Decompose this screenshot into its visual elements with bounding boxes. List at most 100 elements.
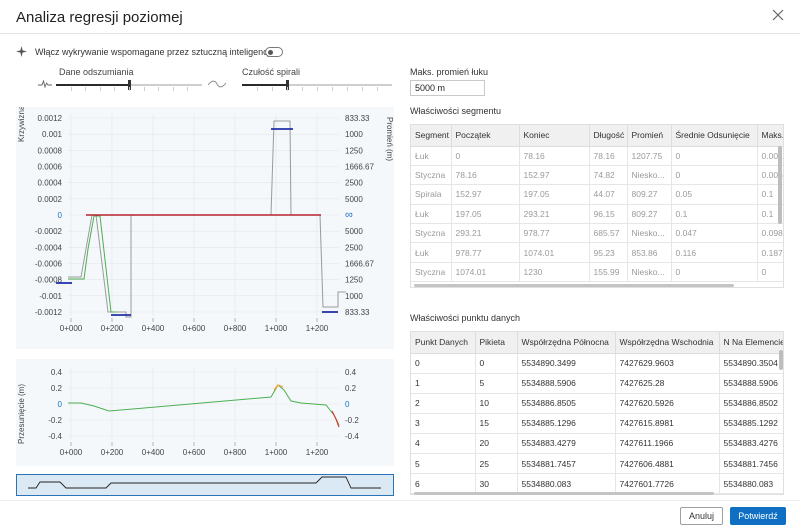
slider-tick: [272, 87, 273, 91]
point-table-row[interactable]: 5 25 5534881.7457 7427606.4881 5534881.7456: [411, 453, 783, 475]
denoise-slider-fill: [56, 84, 129, 86]
segment-column-header[interactable]: Koniec: [519, 125, 590, 147]
segment-column-header[interactable]: Segment: [411, 125, 452, 147]
curv-x-tick-label: 1+200: [306, 324, 329, 333]
point-column-header[interactable]: Punkt Danych: [411, 332, 476, 354]
curvature-axis-label: Krzywizna: [17, 107, 26, 142]
segment-table-cell: 78.16: [589, 146, 628, 166]
slider-tick: [377, 87, 378, 91]
point-table-scrollbar[interactable]: [779, 350, 783, 370]
point-table-cell: 5534888.5906: [517, 373, 616, 394]
curv-left-tick: -0.0008: [35, 276, 63, 285]
confirm-button[interactable]: Potwierdź: [730, 507, 786, 525]
slider-tick: [362, 87, 363, 91]
segment-table-wrapper[interactable]: Segment Początek Koniec Długość Promień Średn…: [410, 124, 784, 288]
segment-table-row[interactable]: Łuk 0 78.16 78.16 1207.75 0 0.001: [411, 146, 783, 166]
point-table-row[interactable]: 6 30 5534880.083 7427601.7726 5534880.083: [411, 473, 783, 494]
point-table-cell: 30: [475, 473, 518, 494]
slider-tick: [317, 87, 318, 91]
point-column-header[interactable]: N Na Elemencie: [719, 332, 783, 354]
spiral-sensitivity-slider[interactable]: [242, 80, 392, 91]
segment-table-cell: Styczna: [411, 223, 452, 244]
point-table-cell: 5534886.8505: [517, 393, 616, 414]
segment-table-cell: 0.001: [757, 146, 783, 166]
segment-table-cell: 0: [671, 146, 758, 166]
spiral-slider-thumb[interactable]: [286, 80, 289, 90]
max-radius-input[interactable]: [410, 80, 485, 96]
segment-table-cell: 197.05: [519, 184, 590, 205]
off-right-tick: 0.4: [345, 368, 357, 377]
point-table-row[interactable]: 1 5 5534888.5906 7427625.28 5534888.5906: [411, 373, 783, 394]
segment-table-cell: Niesko...: [627, 223, 672, 244]
point-table-cell: 5534881.7457: [517, 453, 616, 475]
point-table-wrapper[interactable]: Punkt Danych Pikieta Współrzędna Północna W…: [410, 331, 784, 495]
curvature-chart[interactable]: Krzywizna Promień (m) 0.00120.0010.00080…: [16, 107, 394, 349]
segment-column-header[interactable]: Długość: [589, 125, 628, 147]
off-left-tick: 0: [58, 400, 63, 409]
curv-right-tick: 1666.67: [345, 163, 374, 172]
segment-table-row[interactable]: Styczna 78.16 152.97 74.82 Niesko... 0 0.006: [411, 165, 783, 186]
curv-left-tick: 0.0004: [38, 179, 63, 188]
header-divider: [0, 33, 800, 34]
offset-series-red: [331, 410, 340, 428]
off-x-tick-label: 0+400: [142, 448, 165, 457]
point-table-cell: 20: [475, 433, 518, 454]
ai-detection-toggle[interactable]: [265, 47, 283, 57]
point-table-row[interactable]: 3 15 5534885.1296 7427615.8981 5534885.1292: [411, 413, 783, 434]
curv-right-tick: 5000: [345, 227, 363, 236]
denoise-slider[interactable]: [56, 80, 202, 91]
point-table-cell: 7427625.28: [615, 373, 720, 394]
point-column-header[interactable]: Pikieta: [475, 332, 518, 354]
segment-table-row[interactable]: Styczna 293.21 978.77 685.57 Niesko... 0.047 0…: [411, 223, 783, 244]
segment-column-header[interactable]: Średnie Odsunięcie: [671, 125, 758, 147]
max-radius-label: Maks. promień łuku: [410, 67, 489, 77]
point-table-row[interactable]: 0 0 5534890.3499 7427629.9603 5534890.3504: [411, 353, 783, 374]
point-column-header[interactable]: Współrzędna Wschodnia: [615, 332, 720, 354]
slider-tick: [70, 87, 72, 91]
point-table-row[interactable]: 2 10 5534886.8505 7427620.5926 5534886.8502: [411, 393, 783, 414]
denoise-label: Dane odszumiania: [59, 67, 134, 77]
curv-left-tick: 0.0002: [38, 195, 63, 204]
overview-minimap[interactable]: [16, 474, 394, 496]
offset-chart[interactable]: Przesunięcie (m) 0.40.20-0.2-0.4 0.40.20…: [16, 359, 394, 466]
noisy-line-icon: [38, 79, 52, 89]
slider-tick: [85, 87, 87, 91]
segment-table-row[interactable]: Łuk 197.05 293.21 96.15 809.27 0.1 0.1: [411, 204, 783, 225]
offset-right-ticks: 0.4 0.2 0 -0.2 -0.4: [345, 368, 359, 441]
point-table-cell: 5534886.8502: [719, 393, 783, 414]
slider-tick: [287, 87, 288, 91]
denoise-slider-thumb[interactable]: [128, 80, 131, 90]
curv-left-tick: -0.0012: [35, 308, 63, 317]
curv-x-tick-label: 0+000: [60, 324, 83, 333]
cancel-button[interactable]: Anuluj: [680, 507, 723, 525]
point-table-row[interactable]: 4 20 5534883.4279 7427611.1966 5534883.4276: [411, 433, 783, 454]
segment-table-row[interactable]: Styczna 1074.01 1230 155.99 Niesko... 0 0: [411, 262, 783, 283]
segment-table-row[interactable]: Spirala 152.97 197.05 44.07 809.27 0.05 0.1: [411, 184, 783, 205]
minimap-trace: [28, 476, 381, 489]
segment-table-cell: Łuk: [411, 204, 452, 225]
segment-column-header[interactable]: Promień: [627, 125, 672, 147]
segment-table-scrollbar[interactable]: [778, 146, 782, 224]
point-table-cell: 1: [411, 373, 476, 394]
curv-x-tick-label: 0+200: [101, 324, 124, 333]
segment-column-header[interactable]: Początek: [451, 125, 520, 147]
point-column-header[interactable]: Współrzędna Północna: [517, 332, 616, 354]
offset-x-ticks: 0+000 0+200 0+400 0+600 0+800 1+000 1+200: [60, 442, 329, 457]
offset-series-orange: [273, 384, 284, 391]
slider-tick: [347, 87, 348, 91]
curv-left-tick: 0.0012: [38, 114, 63, 123]
segment-table-row[interactable]: Łuk 978.77 1074.01 95.23 853.86 0.116 0.187: [411, 242, 783, 263]
close-icon[interactable]: [772, 9, 784, 21]
curv-left-tick: 0.0006: [38, 163, 63, 172]
segment-table-hscrollbar[interactable]: [414, 284, 734, 287]
off-x-tick-label: 0+200: [101, 448, 124, 457]
segment-table-cell: 78.16: [519, 146, 590, 166]
point-table: Punkt Danych Pikieta Współrzędna Północna W…: [411, 332, 783, 494]
point-table-hscrollbar[interactable]: [414, 492, 714, 495]
segment-table-cell: 155.99: [589, 262, 628, 283]
segment-column-header[interactable]: Maks.: [757, 125, 783, 147]
sparkle-icon: [16, 46, 27, 57]
segment-table-cell: Styczna: [411, 262, 452, 283]
offset-left-ticks: 0.4 0.2 0 -0.2 -0.4: [48, 368, 62, 441]
curvature-grid: [68, 114, 339, 316]
